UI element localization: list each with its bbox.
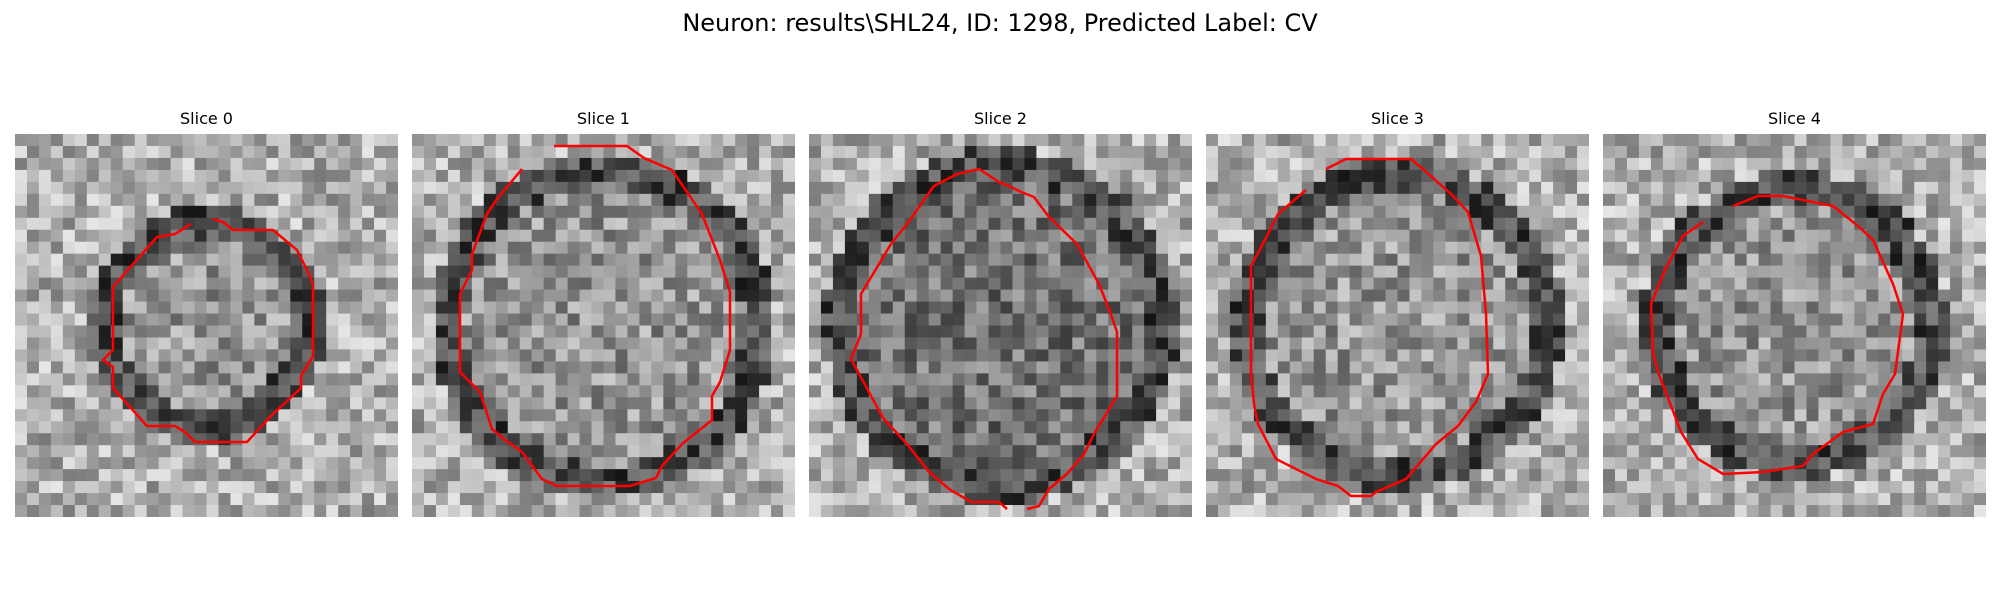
slice-title: Slice 4: [1768, 109, 1821, 128]
slice-title: Slice 1: [577, 109, 630, 128]
slice-image: [1603, 134, 1986, 517]
contour-outline: [458, 144, 732, 488]
contour-outline: [1249, 157, 1490, 498]
slice-title: Slice 0: [180, 109, 233, 128]
contour-outline: [849, 167, 1119, 511]
slice-panel-1: Slice 1: [412, 108, 795, 517]
slice-title: Slice 3: [1371, 109, 1424, 128]
slice-panel-2: Slice 2: [809, 108, 1192, 517]
contour-outline: [101, 217, 315, 444]
slice-panel-4: Slice 4: [1603, 108, 1986, 517]
grayscale-pixels: [1206, 134, 1589, 517]
grayscale-pixels: [1603, 134, 1986, 517]
slice-panel-0: Slice 0: [15, 108, 398, 517]
figure-title: Neuron: results\SHL24, ID: 1298, Predict…: [682, 9, 1318, 37]
slice-title: Slice 2: [974, 109, 1027, 128]
contour-outline: [1649, 194, 1905, 476]
grayscale-pixels: [412, 134, 795, 517]
slice-panel-3: Slice 3: [1206, 108, 1589, 517]
slice-image: [412, 134, 795, 517]
slice-image: [1206, 134, 1589, 517]
grayscale-pixels: [15, 134, 398, 517]
slice-image: [15, 134, 398, 517]
grayscale-pixels: [809, 134, 1192, 517]
slice-image: [809, 134, 1192, 517]
